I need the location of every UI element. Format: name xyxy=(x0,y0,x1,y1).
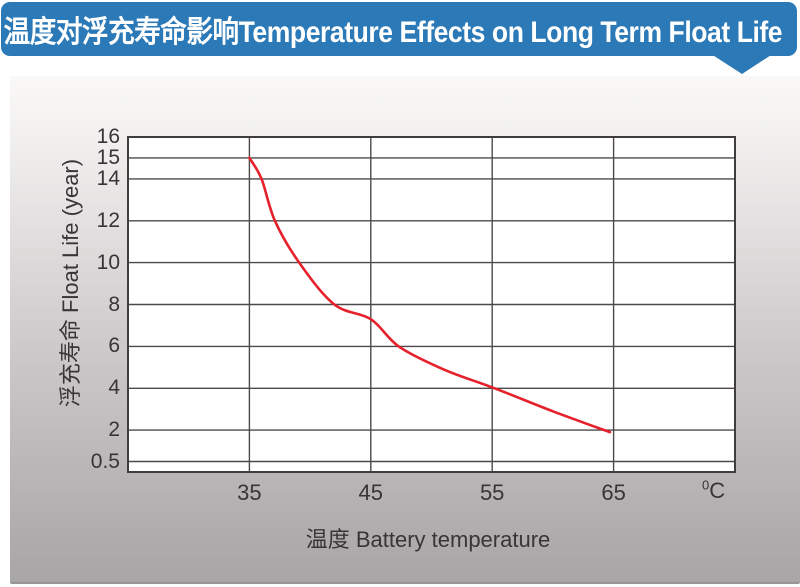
degree-superscript: 0 xyxy=(702,477,710,493)
celsius-letter: C xyxy=(709,478,726,503)
y-tick-label: 16 xyxy=(96,125,120,148)
x-tick-label: 65 xyxy=(601,480,626,505)
title-banner: 温度对浮充寿命影响Temperature Effects on Long Ter… xyxy=(1,2,797,56)
y-tick-label: 15 xyxy=(96,145,120,169)
x-axis-unit-label: 0C xyxy=(702,478,725,504)
page-title: 温度对浮充寿命影响Temperature Effects on Long Ter… xyxy=(3,16,783,49)
y-tick-label: 4 xyxy=(108,376,120,400)
x-tick-label: 35 xyxy=(237,480,262,505)
y-tick-label: 0.5 xyxy=(90,449,120,473)
y-tick-label: 8 xyxy=(108,292,120,316)
x-tick-label: 55 xyxy=(479,480,505,505)
x-axis-title: 温度 Battery temperature xyxy=(305,527,551,552)
y-tick-label: 10 xyxy=(96,250,120,274)
y-tick-label: 6 xyxy=(108,334,120,358)
y-axis-title: 浮充寿命 Float Life (year) xyxy=(58,158,83,408)
x-tick-label: 45 xyxy=(358,480,384,505)
y-tick-label: 12 xyxy=(96,208,120,232)
y-tick-label: 14 xyxy=(96,166,120,190)
y-tick-label: 2 xyxy=(108,418,120,442)
